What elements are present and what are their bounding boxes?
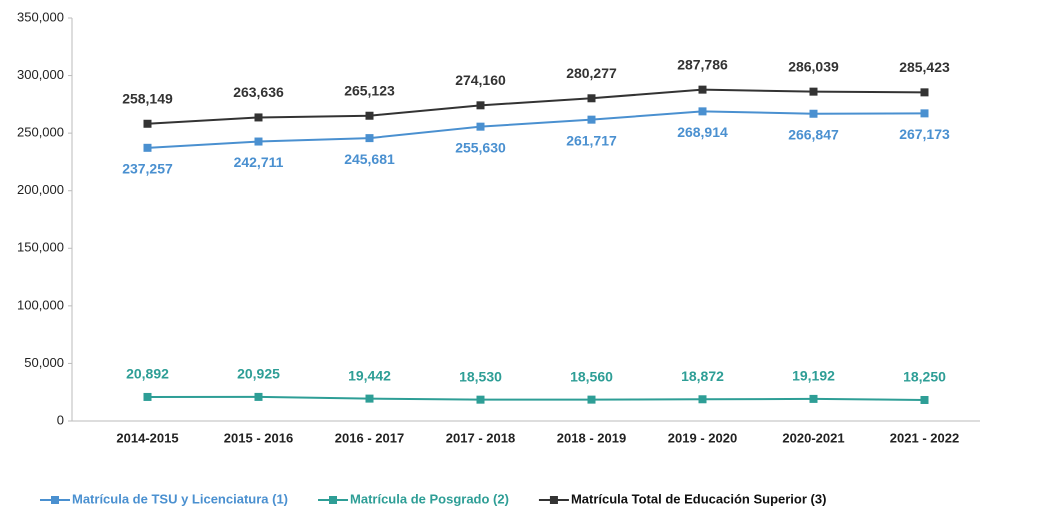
point <box>476 101 485 110</box>
data-label: 261,717 <box>566 132 617 148</box>
data-label: 18,560 <box>570 368 613 384</box>
data-label: 268,914 <box>677 124 728 140</box>
x-tick-label: 2017 - 2018 <box>446 430 515 445</box>
legend-marker <box>329 496 338 504</box>
data-label: 285,423 <box>899 59 950 75</box>
data-label: 19,192 <box>792 368 835 384</box>
data-label: 255,630 <box>455 139 506 155</box>
point <box>587 395 596 404</box>
data-label: 19,442 <box>348 367 391 383</box>
data-label: 18,250 <box>903 369 946 385</box>
data-label: 18,872 <box>681 368 724 384</box>
data-label: 287,786 <box>677 56 728 72</box>
y-tick-label: 50,000 <box>24 355 64 370</box>
legend-marker <box>51 496 59 504</box>
legend-label: Matrícula de TSU y Licenciatura (1) <box>72 491 288 506</box>
point <box>365 134 374 143</box>
data-label: 18,530 <box>459 368 502 384</box>
point <box>254 392 263 401</box>
series-line <box>147 110 925 149</box>
data-label: 274,160 <box>455 72 506 88</box>
point <box>920 88 929 97</box>
y-tick-label: 100,000 <box>17 297 64 312</box>
point <box>698 107 707 116</box>
x-tick-label: 2014-2015 <box>116 430 178 445</box>
point <box>920 109 929 118</box>
y-tick-label: 250,000 <box>17 125 64 140</box>
y-tick-label: 350,000 <box>17 9 64 24</box>
legend-label: Matrícula Total de Educación Superior (3… <box>571 491 826 506</box>
data-label: 20,925 <box>237 366 280 382</box>
y-tick-label: 0 <box>57 412 64 427</box>
data-label: 267,173 <box>899 126 950 142</box>
legend-marker <box>549 496 558 504</box>
data-label: 265,123 <box>344 82 395 98</box>
point <box>698 395 707 404</box>
data-label: 20,892 <box>126 366 169 382</box>
x-tick-label: 2021 - 2022 <box>890 430 959 445</box>
data-label: 245,681 <box>344 151 395 167</box>
x-tick-label: 2015 - 2016 <box>224 430 293 445</box>
data-label: 237,257 <box>122 161 173 177</box>
data-label: 266,847 <box>788 126 839 142</box>
point <box>365 394 374 403</box>
point <box>476 122 485 131</box>
series-line <box>147 88 925 125</box>
legend-label: Matrícula de Posgrado (2) <box>350 491 509 506</box>
point <box>809 87 818 96</box>
point <box>587 94 596 103</box>
data-label: 258,149 <box>122 90 173 106</box>
point <box>143 119 152 128</box>
y-tick-label: 300,000 <box>17 67 64 82</box>
data-label: 286,039 <box>788 58 839 74</box>
data-label: 242,711 <box>234 154 284 170</box>
point <box>476 395 485 404</box>
x-tick-label: 2016 - 2017 <box>335 430 404 445</box>
point <box>254 113 263 122</box>
point <box>365 111 374 120</box>
data-label: 263,636 <box>233 84 284 100</box>
point <box>143 392 152 401</box>
point <box>587 115 596 124</box>
point <box>698 85 707 94</box>
y-tick-label: 150,000 <box>17 240 64 255</box>
point <box>809 394 818 403</box>
x-tick-label: 2020-2021 <box>782 430 844 445</box>
data-label: 280,277 <box>566 65 617 81</box>
point <box>809 109 818 118</box>
point <box>254 137 263 146</box>
x-tick-label: 2019 - 2020 <box>668 430 737 445</box>
y-tick-label: 200,000 <box>17 182 64 197</box>
point <box>920 395 929 404</box>
series-line <box>147 395 925 401</box>
point <box>143 143 152 152</box>
x-tick-label: 2018 - 2019 <box>557 430 626 445</box>
